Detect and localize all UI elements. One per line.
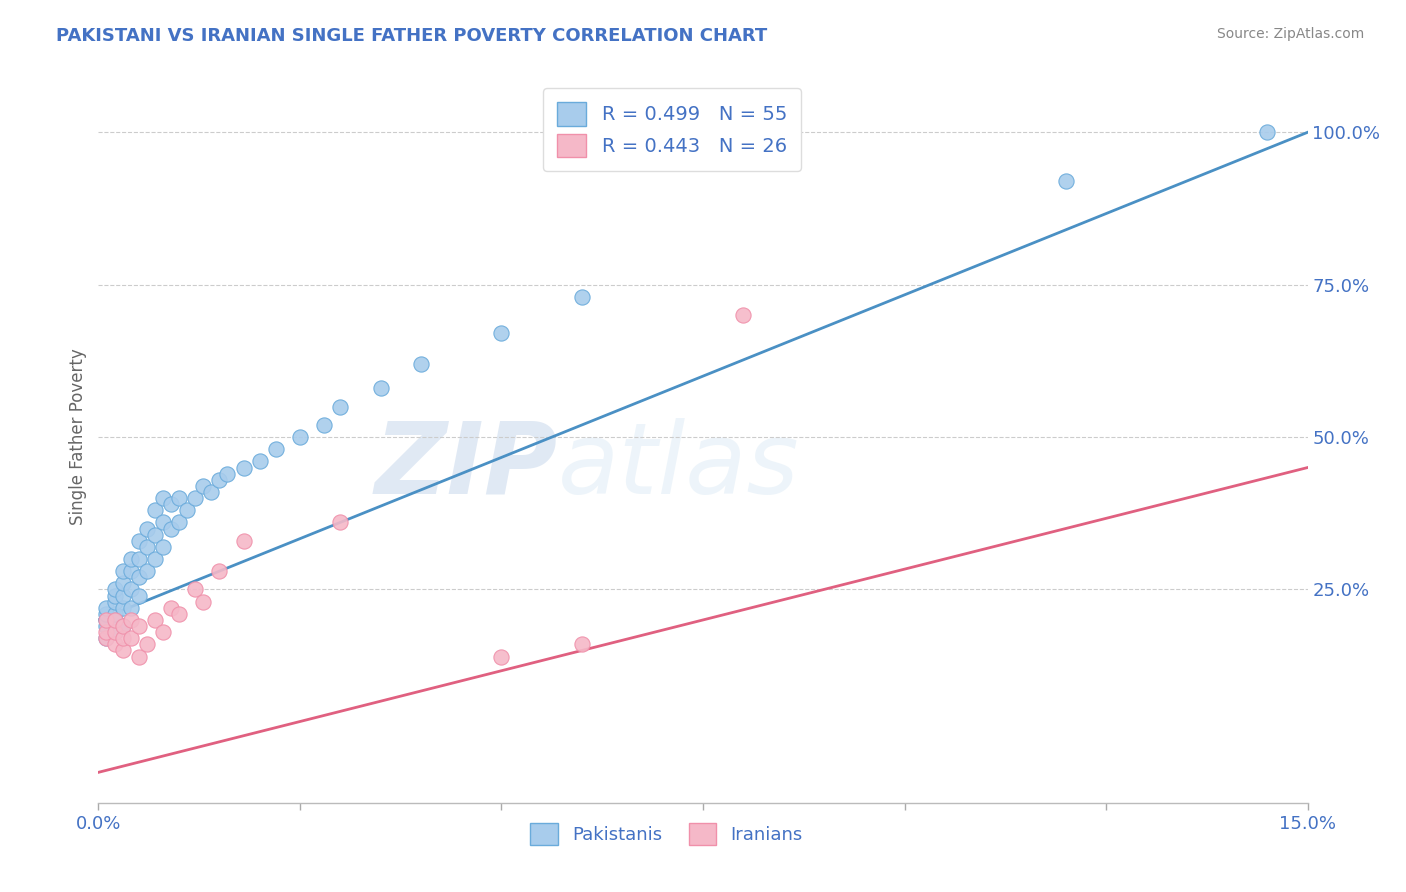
Point [103,589,125,603]
Point [217,467,239,481]
Point [329,400,352,414]
Point [264,442,287,457]
Point [152,540,174,554]
Point [152,516,174,530]
Point [103,594,125,608]
Point [128,589,150,603]
Point [176,503,198,517]
Point [128,552,150,566]
Point [111,576,134,591]
Point [120,552,142,566]
Point [111,632,134,646]
Point [208,473,231,487]
Point [135,521,157,535]
Point [111,643,134,657]
Point [491,326,513,341]
Point [160,521,183,535]
Point [143,552,166,566]
Point [184,582,207,597]
Point [128,570,150,584]
Point [120,564,142,578]
Point [96,613,118,627]
Point [193,594,215,608]
Point [167,607,190,621]
Point [1256,125,1278,139]
Point [152,625,174,640]
Point [111,564,134,578]
Point [370,381,392,395]
Point [96,607,118,621]
Point [120,582,142,597]
Point [103,613,125,627]
Point [111,619,134,633]
Point [409,357,432,371]
Point [103,613,125,627]
Point [232,460,254,475]
Point [128,533,150,548]
Point [733,308,755,322]
Point [120,600,142,615]
Point [135,564,157,578]
Point [152,491,174,505]
Point [288,430,311,444]
Point [329,516,352,530]
Point [208,564,231,578]
Point [103,625,125,640]
Text: PAKISTANI VS IRANIAN SINGLE FATHER POVERTY CORRELATION CHART: PAKISTANI VS IRANIAN SINGLE FATHER POVER… [56,27,768,45]
Point [232,533,254,548]
Point [571,637,593,651]
Point [96,625,118,640]
Text: atlas: atlas [558,417,800,515]
Point [143,503,166,517]
Point [111,600,134,615]
Point [491,649,513,664]
Legend: Pakistanis, Iranians: Pakistanis, Iranians [523,816,810,852]
Point [96,632,118,646]
Text: ZIP: ZIP [375,417,558,515]
Point [111,589,134,603]
Point [103,582,125,597]
Point [160,600,183,615]
Point [96,600,118,615]
Point [143,527,166,541]
Point [96,613,118,627]
Point [103,625,125,640]
Point [249,454,271,468]
Point [200,485,222,500]
Point [571,290,593,304]
Point [135,540,157,554]
Point [128,649,150,664]
Point [128,619,150,633]
Point [314,417,336,432]
Point [193,479,215,493]
Point [96,632,118,646]
Point [96,619,118,633]
Point [143,613,166,627]
Point [103,637,125,651]
Point [167,516,190,530]
Point [167,491,190,505]
Y-axis label: Single Father Poverty: Single Father Poverty [69,349,87,525]
Point [184,491,207,505]
Point [135,637,157,651]
Point [111,619,134,633]
Point [103,607,125,621]
Point [120,613,142,627]
Point [1054,174,1077,188]
Point [120,632,142,646]
Point [160,497,183,511]
Text: Source: ZipAtlas.com: Source: ZipAtlas.com [1216,27,1364,41]
